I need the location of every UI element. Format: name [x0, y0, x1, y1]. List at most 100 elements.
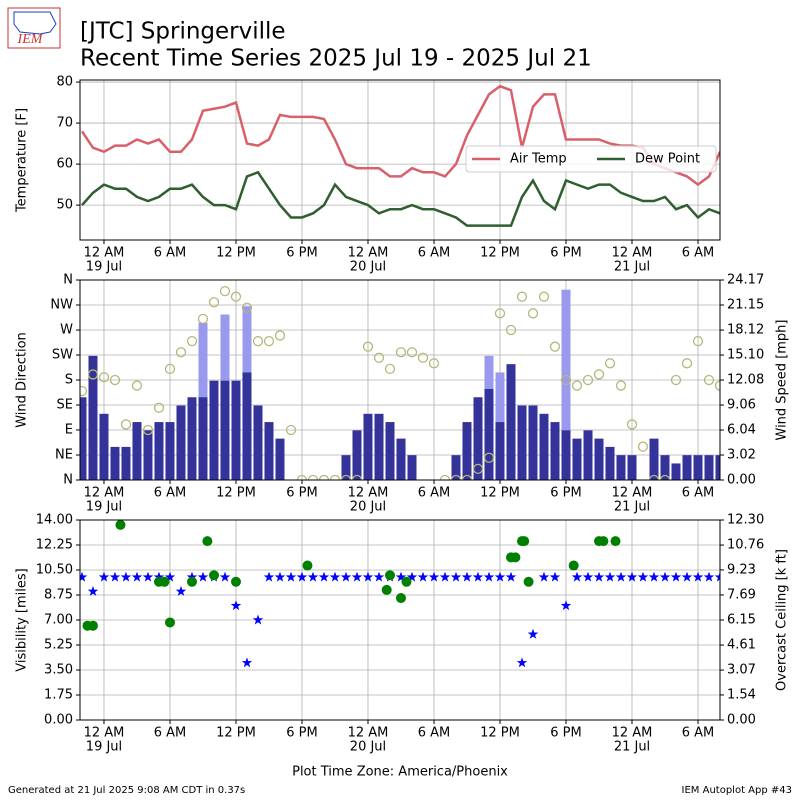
- point: [230, 576, 241, 587]
- panel: 12 AM 6 AM 12 PM 6 PM 12 AM 6 AM 12 PM 6 PM 12 A…: [15, 75, 721, 275]
- y-tick-label: N: [63, 473, 73, 488]
- point: [109, 571, 121, 582]
- x-date-label: 19 Jul: [86, 500, 122, 515]
- point: [516, 657, 528, 668]
- point: [538, 571, 550, 582]
- y2-tick-label: 21.15: [727, 297, 764, 312]
- x-tick-label: 12 AM: [84, 726, 125, 741]
- point: [115, 520, 126, 530]
- panel: 12 AM 6 AM 12 PM 6 PM 12 AM 6 AM 12 PM 6 PM 12 A…: [15, 513, 790, 780]
- point: [241, 657, 253, 668]
- x-tick-label: 6 PM: [286, 246, 317, 261]
- point: [252, 335, 264, 347]
- bar: [121, 446, 131, 480]
- point: [340, 474, 352, 480]
- point: [461, 571, 473, 582]
- point: [373, 571, 385, 582]
- point: [703, 374, 715, 386]
- series-group: [80, 84, 720, 227]
- point: [142, 424, 154, 436]
- bar: [88, 355, 98, 480]
- bar: [132, 422, 142, 480]
- point: [406, 347, 418, 358]
- point: [637, 441, 649, 452]
- point: [472, 463, 484, 475]
- point: [307, 571, 319, 582]
- bar: [363, 413, 373, 480]
- point: [417, 571, 429, 582]
- point: [186, 335, 198, 347]
- bar: [649, 438, 659, 480]
- point: [274, 571, 286, 582]
- data-line: [81, 170, 720, 227]
- point: [230, 291, 242, 302]
- logo-shape: [13, 11, 57, 35]
- y-tick-label: 10.50: [36, 563, 73, 578]
- bar: [396, 438, 406, 480]
- x-tick-label: 12 AM: [612, 246, 653, 261]
- point: [692, 335, 704, 347]
- point: [670, 374, 682, 386]
- y-axis-label: Visibility [miles]: [15, 568, 30, 671]
- y-tick-label: 80: [56, 75, 73, 90]
- bar: [495, 422, 505, 480]
- point: [637, 571, 649, 582]
- point: [120, 419, 132, 430]
- point: [109, 374, 121, 386]
- point: [252, 614, 264, 625]
- point: [87, 620, 98, 631]
- point: [381, 584, 392, 595]
- plot-frame: [79, 519, 721, 721]
- bar: [154, 422, 164, 480]
- point: [703, 571, 715, 582]
- x-date-label: 21 Jul: [614, 260, 650, 275]
- x-tick-label: 6 AM: [418, 246, 451, 261]
- bar: [220, 380, 230, 480]
- point: [219, 571, 231, 582]
- point: [714, 380, 720, 391]
- y-tick-label: 12.25: [36, 538, 73, 553]
- point: [186, 571, 198, 582]
- point: [681, 358, 693, 369]
- point: [523, 576, 534, 587]
- y2-tick-label: 9.06: [727, 398, 756, 413]
- point: [604, 358, 616, 369]
- point: [296, 571, 308, 582]
- point: [153, 402, 165, 413]
- point: [329, 474, 341, 480]
- bar: [99, 413, 109, 480]
- logo: IEM: [7, 7, 61, 49]
- bar: [462, 422, 472, 480]
- y-tick-label: 50: [56, 198, 73, 213]
- point: [208, 297, 220, 308]
- y2-tick-label: 6.04: [727, 423, 756, 438]
- bar: [704, 455, 714, 480]
- point: [87, 369, 99, 380]
- x-tick-label: 6 PM: [550, 726, 581, 741]
- y-tick-label: SE: [57, 398, 73, 413]
- point: [428, 358, 440, 369]
- bar: [715, 455, 720, 480]
- point: [593, 369, 605, 380]
- point: [450, 571, 462, 582]
- point: [153, 571, 165, 582]
- point: [401, 576, 412, 587]
- point: [593, 571, 605, 582]
- series-group: [80, 285, 720, 480]
- point: [351, 474, 363, 480]
- bar: [80, 397, 87, 480]
- point: [241, 302, 253, 313]
- point: [439, 571, 451, 582]
- point: [263, 335, 275, 347]
- point: [362, 341, 374, 352]
- point: [659, 571, 671, 582]
- y2-tick-label: 3.02: [727, 448, 756, 463]
- point: [80, 385, 88, 397]
- y-tick-label: 7.00: [44, 613, 73, 628]
- point: [362, 571, 374, 582]
- x-date-label: 21 Jul: [614, 500, 650, 515]
- y-tick-label: 14.00: [36, 513, 73, 528]
- point: [202, 536, 213, 547]
- point: [527, 628, 539, 639]
- legend-frame: [465, 145, 717, 173]
